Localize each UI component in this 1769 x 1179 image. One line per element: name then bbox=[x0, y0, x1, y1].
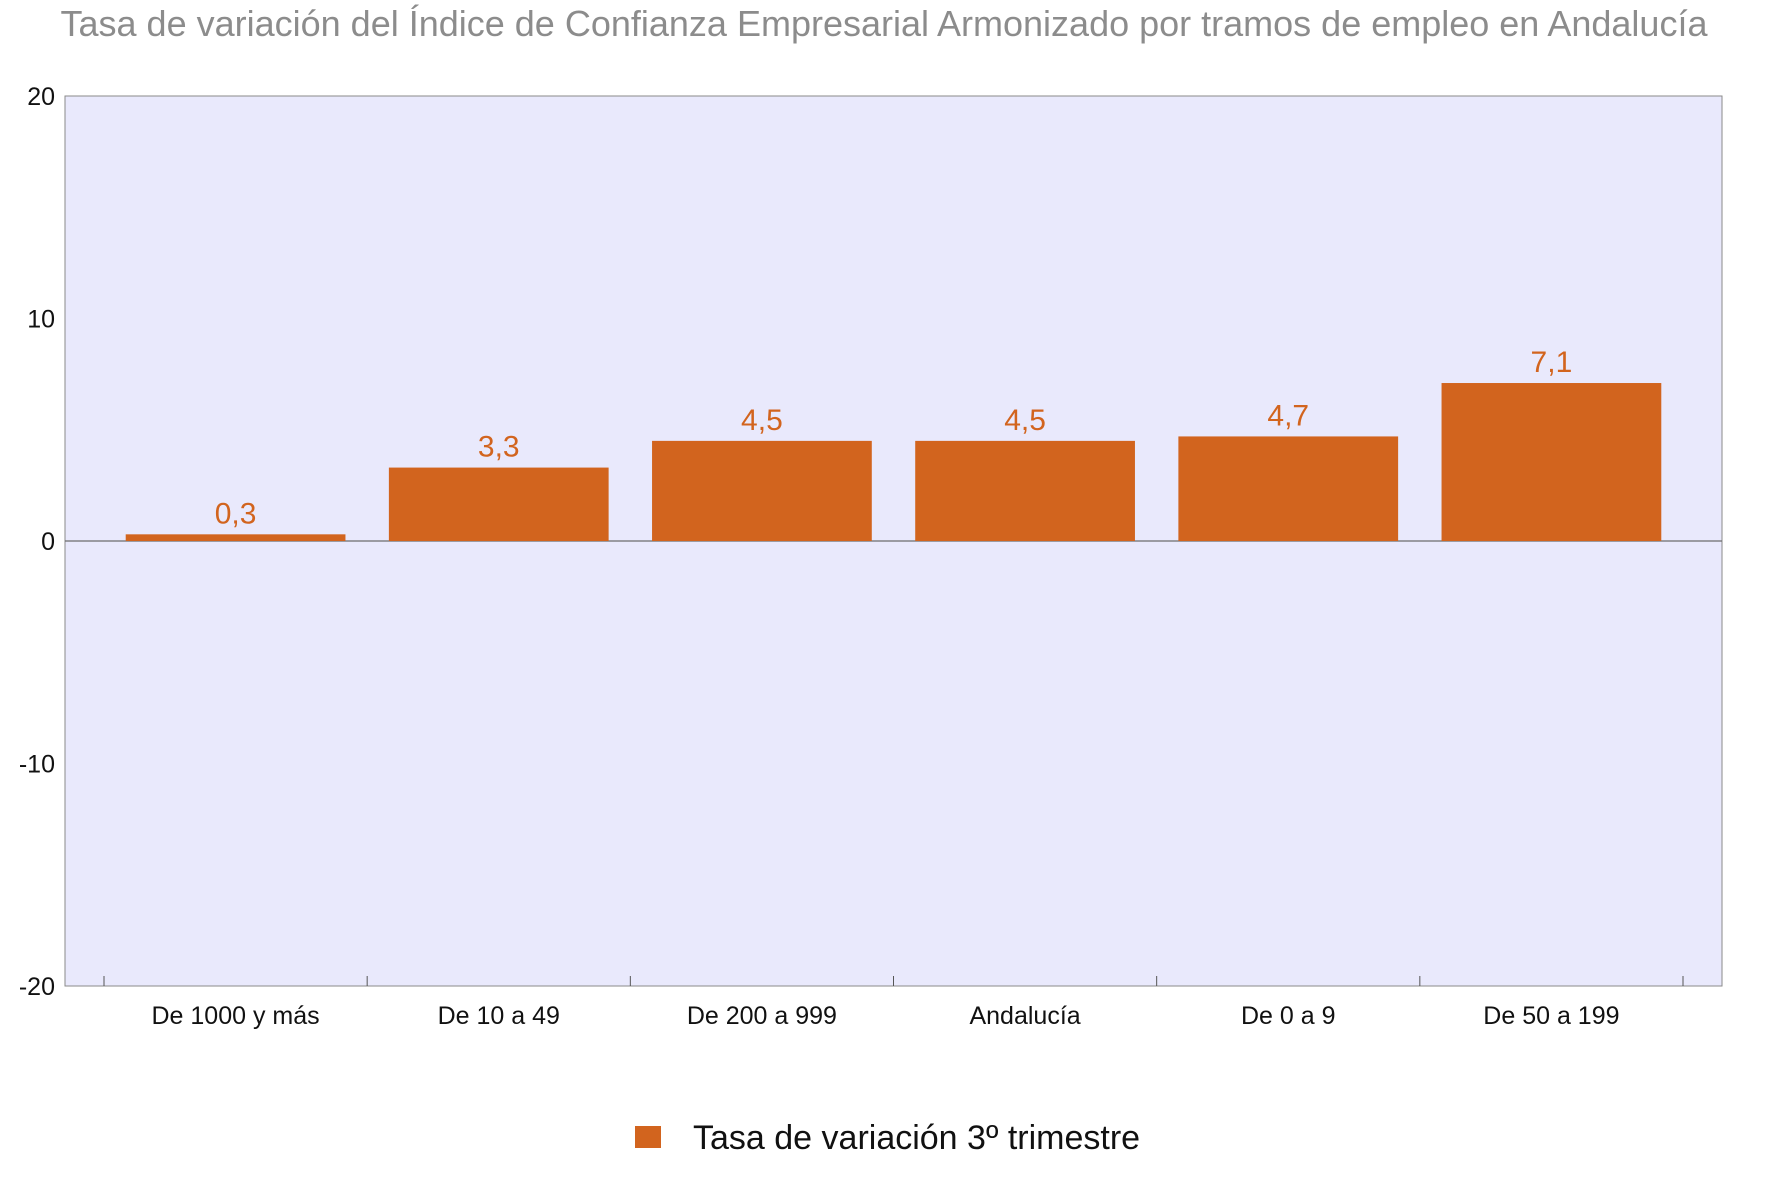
bar-value-label: 4,5 bbox=[741, 404, 783, 437]
bar bbox=[125, 534, 346, 541]
bar-value-label: 0,3 bbox=[215, 497, 257, 530]
legend: Tasa de variación 3º trimestre bbox=[635, 1119, 1140, 1157]
y-tick-label: 0 bbox=[41, 528, 55, 556]
bar-value-label: 4,5 bbox=[1004, 404, 1046, 437]
x-tick-label: De 0 a 9 bbox=[1241, 1002, 1336, 1030]
legend-swatch bbox=[635, 1126, 661, 1148]
x-tick-label: De 1000 y más bbox=[152, 1002, 320, 1030]
bar-series: 0,3 3,3 4,5 4,5 4,7 7,1 bbox=[125, 346, 1662, 541]
bar bbox=[388, 467, 609, 541]
chart-title: Tasa de variación del Índice de Confianz… bbox=[61, 3, 1709, 44]
bar-value-label: 7,1 bbox=[1531, 346, 1573, 379]
bar bbox=[1441, 383, 1662, 541]
bar-value-label: 4,7 bbox=[1267, 399, 1309, 432]
bar bbox=[915, 440, 1135, 541]
y-tick-label: -20 bbox=[19, 973, 55, 1001]
bar bbox=[652, 440, 872, 541]
y-tick-label: 10 bbox=[27, 306, 55, 334]
bar bbox=[1178, 436, 1399, 541]
y-tick-label: 20 bbox=[27, 83, 55, 111]
bar-value-label: 3,3 bbox=[478, 431, 520, 464]
x-tick-label: De 50 a 199 bbox=[1483, 1002, 1619, 1030]
x-tick-label: De 10 a 49 bbox=[438, 1002, 560, 1030]
x-tick-label: De 200 a 999 bbox=[687, 1002, 837, 1030]
legend-label: Tasa de variación 3º trimestre bbox=[693, 1119, 1140, 1157]
y-tick-label: -10 bbox=[19, 751, 55, 779]
x-tick-label: Andalucía bbox=[969, 1002, 1080, 1030]
x-axis: De 1000 y más De 10 a 49 De 200 a 999 Andal… bbox=[103, 976, 1684, 1030]
